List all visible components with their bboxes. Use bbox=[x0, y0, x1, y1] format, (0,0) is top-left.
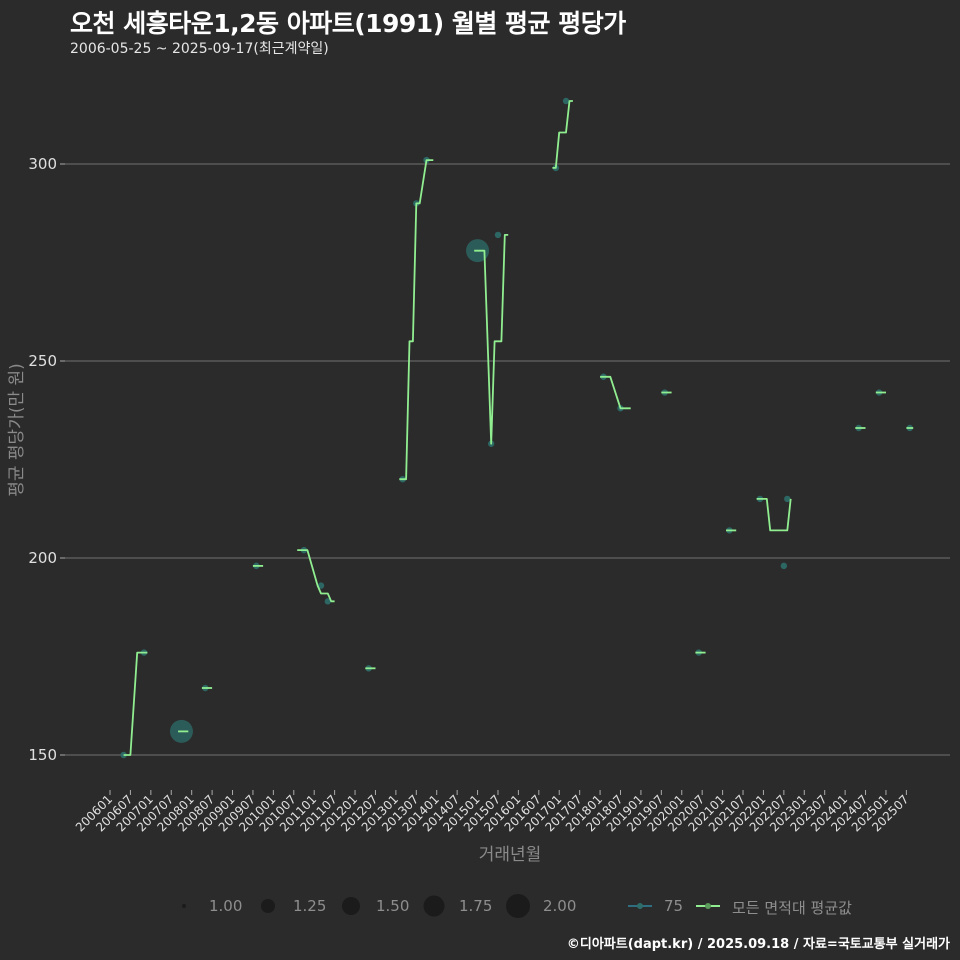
size-legend-dot-1 bbox=[182, 904, 186, 908]
y-axis-label: 평균 평당가(만 원) bbox=[7, 363, 27, 497]
data-point-75 bbox=[780, 562, 788, 570]
size-legend-dot-5 bbox=[506, 894, 530, 918]
average-line-segment bbox=[600, 375, 631, 410]
y-tick-label: 200 bbox=[28, 549, 57, 567]
average-line-segment bbox=[399, 159, 434, 481]
data-point-75 bbox=[562, 97, 570, 105]
y-tick-label: 150 bbox=[28, 746, 57, 764]
y-tick-label: 300 bbox=[28, 155, 57, 173]
data-point-75 bbox=[494, 231, 502, 239]
chart-title: 오천 세흥타운1,2동 아파트(1991) 월별 평균 평당가 bbox=[70, 9, 626, 38]
size-legend-dot-4 bbox=[423, 895, 445, 917]
average-line-segment bbox=[474, 234, 509, 445]
average-line-segment bbox=[123, 651, 148, 756]
size-legend-label-1: 1.00 bbox=[209, 897, 243, 915]
x-axis: 2006012006072007012007072008012008072009… bbox=[73, 790, 912, 835]
y-axis: 150 200 250 300 bbox=[28, 155, 65, 764]
average-line-segment bbox=[756, 498, 792, 532]
data-point-75 bbox=[324, 598, 332, 605]
legend-avg-point-icon bbox=[705, 903, 711, 909]
size-legend-dot-2 bbox=[261, 899, 275, 913]
legend-75-point-icon bbox=[637, 903, 643, 909]
size-legend-label-2: 1.25 bbox=[293, 897, 327, 915]
size-legend-label-4: 1.75 bbox=[459, 897, 493, 915]
chart-subtitle: 2006-05-25 ~ 2025-09-17(최근계약일) bbox=[70, 41, 329, 57]
size-legend-dot-3 bbox=[342, 897, 360, 915]
legend-75-label: 75 bbox=[664, 897, 684, 915]
data-point-75 bbox=[784, 495, 791, 503]
y-tick-label: 250 bbox=[28, 352, 57, 370]
average-line-segment bbox=[297, 549, 335, 603]
x-axis-label: 거래년월 bbox=[479, 845, 542, 865]
grid-lines bbox=[65, 163, 950, 756]
size-legend-label-5: 2.00 bbox=[543, 897, 577, 915]
data-point-75 bbox=[317, 582, 325, 589]
average-line-segment bbox=[552, 100, 573, 169]
legend: 1.00 1.25 1.50 1.75 2.00 75 모든 면적대 평균값 bbox=[0, 893, 960, 921]
footer-credit: ©디아파트(dapt.kr) / 2025.09.18 / 자료=국토교통부 실… bbox=[566, 937, 950, 952]
series-average-line bbox=[123, 100, 914, 756]
legend-avg-label: 모든 면적대 평균값 bbox=[732, 899, 852, 917]
series-75-points bbox=[120, 97, 913, 759]
size-legend-label-3: 1.50 bbox=[376, 897, 410, 915]
